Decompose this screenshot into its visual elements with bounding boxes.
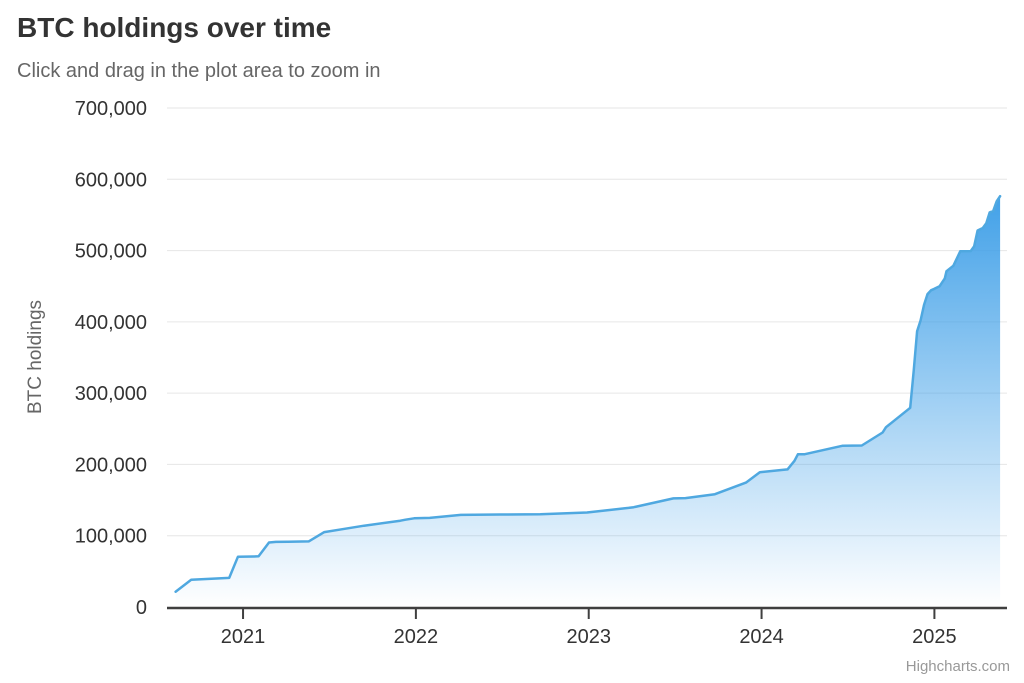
y-axis-title: BTC holdings [25,299,46,415]
y-axis-label: 700,000 [75,98,147,120]
y-axis-label: 0 [136,597,147,619]
y-axis-label: 600,000 [75,169,147,191]
y-axis-label: 300,000 [75,383,147,405]
chart-title: BTC holdings over time [17,12,332,43]
x-axis-label: 2022 [394,626,439,648]
x-axis-label: 2023 [566,626,611,648]
y-axis-label: 400,000 [75,312,147,334]
y-axis-label: 100,000 [75,526,147,548]
chart-subtitle: Click and drag in the plot area to zoom … [17,60,381,82]
area-series-line [174,194,1002,593]
plot-area[interactable] [167,98,1007,607]
y-axis-label: 200,000 [75,454,147,476]
x-axis-label: 2025 [912,626,957,648]
highcharts-credits-link[interactable]: Highcharts.com [905,658,1010,675]
area-series-fill [175,196,1001,607]
y-axis-label: 500,000 [75,241,147,263]
x-axis-label: 2021 [221,626,266,648]
x-axis-label: 2024 [739,626,784,648]
